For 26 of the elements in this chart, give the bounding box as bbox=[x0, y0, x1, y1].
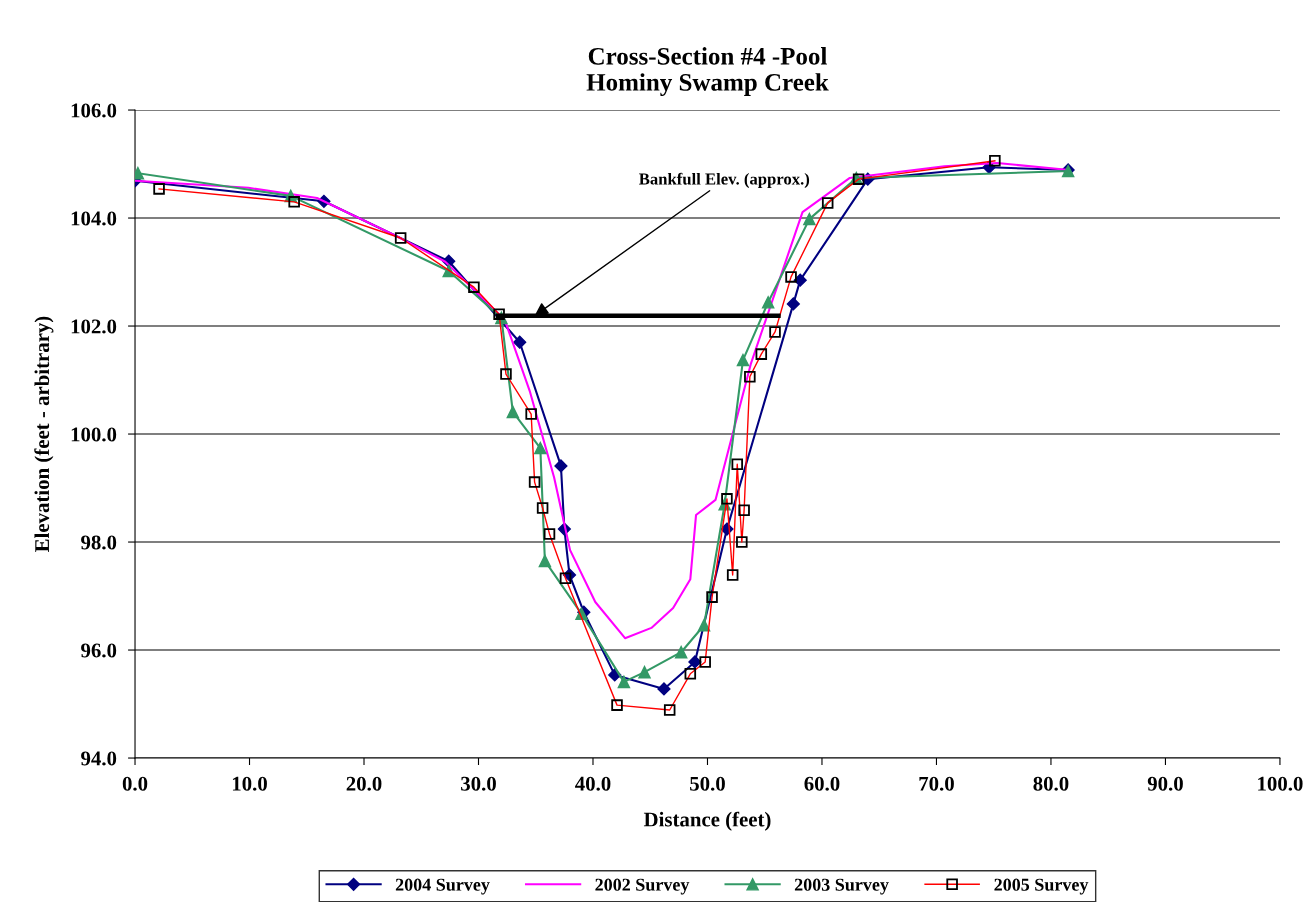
x-tick-label: 60.0 bbox=[804, 776, 840, 791]
x-tick-label: 0.0 bbox=[122, 776, 148, 791]
x-axis-title: Distance (feet) bbox=[643, 811, 771, 831]
x-tick-label: 80.0 bbox=[1033, 776, 1069, 791]
x-tick-label: 70.0 bbox=[919, 776, 954, 791]
x-tick-label: 50.0 bbox=[690, 776, 725, 791]
x-tick-label: 90.0 bbox=[1147, 776, 1183, 791]
y-tick-label: 98.0 bbox=[81, 535, 117, 550]
chart-title: Cross-Section #4 -Pool Hominy Swamp Creek bbox=[586, 47, 829, 96]
y-tick-label: 100.0 bbox=[71, 427, 117, 442]
y-tick-label: 102.0 bbox=[71, 319, 117, 334]
legend-label: 2003 Survey bbox=[794, 878, 889, 895]
annotation: Bankfull Elev. (approx.) bbox=[639, 172, 810, 189]
x-tick-label: 40.0 bbox=[575, 776, 611, 791]
x-tick-label: 10.0 bbox=[232, 776, 267, 791]
y-tick-label: 96.0 bbox=[81, 643, 117, 658]
legend-label: 2002 Survey bbox=[595, 878, 690, 895]
legend-label: 2005 Survey bbox=[994, 878, 1089, 895]
x-tick-label: 20.0 bbox=[346, 776, 382, 791]
y-tick-label: 94.0 bbox=[81, 751, 117, 766]
x-tick-label: 100.0 bbox=[1258, 776, 1303, 791]
x-tick-label: 30.0 bbox=[461, 776, 496, 791]
y-tick-label: 106.0 bbox=[71, 103, 117, 118]
y-axis-title: Elevation (feet - arbitrary) bbox=[34, 316, 54, 552]
legend-label: 2004 Survey bbox=[395, 878, 490, 895]
y-tick-label: 104.0 bbox=[71, 211, 117, 226]
